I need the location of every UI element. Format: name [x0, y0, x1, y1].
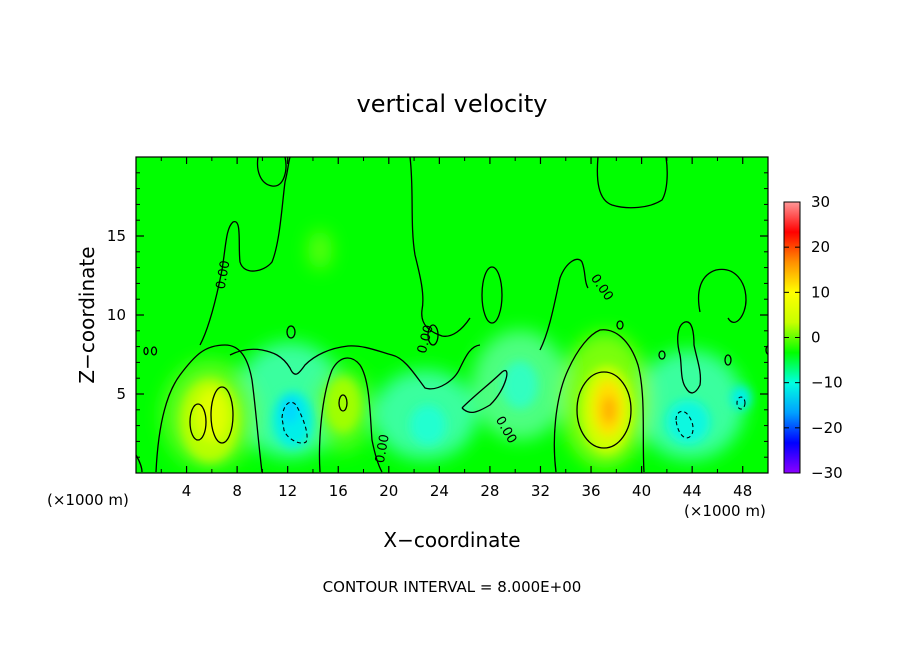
- contour-updraft-3: [553, 329, 645, 473]
- core-features: [180, 361, 751, 462]
- contour-interval-text: CONTOUR INTERVAL = 8.000E+00: [323, 578, 582, 596]
- contour-loop-10: [616, 320, 624, 330]
- dashed-contour-1: [281, 401, 308, 444]
- core-downdraft-3: [502, 361, 538, 409]
- x-tick-label: 24: [430, 482, 449, 500]
- core-updraft-3c: [602, 396, 616, 424]
- y-ticks: [136, 172, 768, 458]
- contour-upper-left: [199, 157, 291, 346]
- contour-label: 0.00: [373, 433, 393, 464]
- contour-loop-5: [150, 346, 158, 356]
- colorbar-tick-label: −20: [811, 419, 843, 437]
- contour-right-upper: [539, 258, 589, 351]
- core-updraft-2: [325, 377, 361, 433]
- x-tick-label: 32: [531, 482, 550, 500]
- y-tick-labels: 5 10 15: [107, 227, 126, 403]
- x-tick-label: 28: [480, 482, 499, 500]
- contour-top-right: [596, 157, 668, 209]
- colorbar-tick-label: −10: [811, 374, 843, 392]
- contour-loop-4: [576, 371, 632, 449]
- contour-loop-9: [481, 266, 503, 324]
- x-tick-label: 16: [329, 482, 348, 500]
- contour-loop-2: [210, 386, 234, 444]
- core-updraft-1b: [196, 389, 228, 441]
- x-unit-left: (×1000 m): [47, 491, 129, 509]
- contour-label: 0.00: [214, 259, 234, 290]
- contour-top-center: [409, 157, 471, 337]
- contour-loop-12: [724, 354, 732, 366]
- x-tick-label: 44: [683, 482, 702, 500]
- y-tick-label: 10: [107, 306, 126, 324]
- contour-mid-band: [229, 344, 481, 390]
- contour-loop-13: [765, 345, 768, 355]
- x-ticks: [160, 157, 744, 473]
- dashed-contour-3: [736, 396, 746, 410]
- contour-loop-8: [427, 324, 439, 346]
- dashed-contour-2: [675, 410, 694, 439]
- contour-loop-3: [338, 394, 348, 412]
- x-axis-title: X−coordinate: [383, 528, 520, 552]
- contour-loop-11: [658, 350, 666, 360]
- contour-updraft-1: [155, 344, 263, 473]
- colorbar: 30 20 10 0 −10 −20 −30: [783, 193, 843, 482]
- colorbar-tick-label: 0: [811, 329, 821, 347]
- contour-loop-6: [143, 346, 149, 356]
- contour-right-cell: [697, 268, 747, 323]
- x-tick-label: 40: [632, 482, 651, 500]
- contour-right-right: [677, 321, 702, 394]
- chart-title: vertical velocity: [357, 90, 548, 118]
- colorbar-tick-label: 20: [811, 238, 830, 256]
- band-upper-updraft: [308, 230, 332, 270]
- contour-label: 0.00: [415, 323, 437, 355]
- contour-mid-right: [461, 369, 508, 414]
- x-tick-label: 36: [581, 482, 600, 500]
- core-downdraft-2: [410, 405, 446, 445]
- x-tick-label: 12: [278, 482, 297, 500]
- contour-loop-1: [189, 403, 207, 441]
- plot-area: [136, 157, 768, 473]
- zero-contours: [136, 157, 768, 473]
- x-unit-right: (×1000 m): [684, 502, 766, 520]
- colorbar-tick-label: 30: [811, 193, 830, 211]
- x-tick-label: 20: [379, 482, 398, 500]
- contour-loop-7: [286, 325, 296, 339]
- contour-upper-left-2: [256, 157, 287, 187]
- y-tick-label: 15: [107, 227, 126, 245]
- contour-updraft-2: [318, 357, 383, 473]
- x-tick-label: 4: [182, 482, 192, 500]
- x-tick-labels: 4 8 12 16 20 24 28 32 36 40 44 48: [182, 482, 752, 500]
- core-downdraft-5: [731, 386, 751, 410]
- y-axis-title: Z−coordinate: [75, 246, 99, 383]
- colorbar-tick-label: −30: [811, 464, 843, 482]
- negative-contours: [281, 396, 746, 444]
- core-downdraft-4: [666, 400, 710, 444]
- x-tick-label: 8: [232, 482, 242, 500]
- x-tick-label: 48: [733, 482, 752, 500]
- y-tick-label: 5: [116, 385, 126, 403]
- colorbar-tick-label: 10: [811, 283, 830, 301]
